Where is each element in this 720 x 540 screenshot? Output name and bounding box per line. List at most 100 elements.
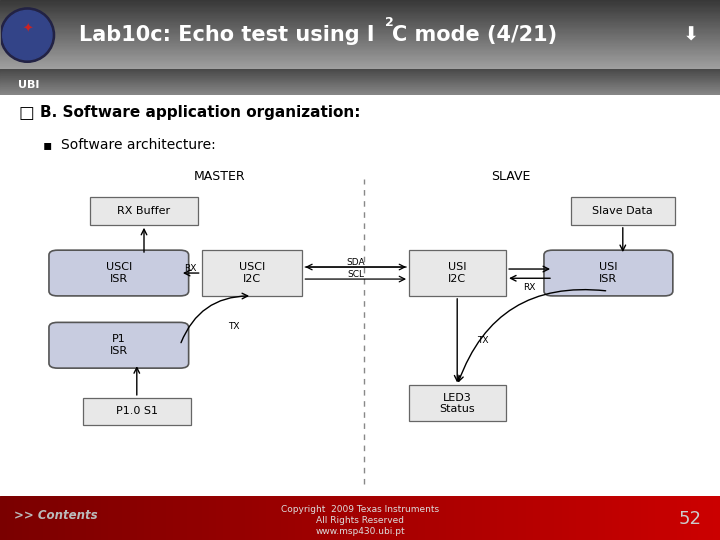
Bar (0, 71, 720, 72)
Bar (684, 496, 691, 540)
Text: UBI: UBI (18, 80, 40, 90)
Bar (490, 496, 497, 540)
Bar (0, 87, 720, 88)
Bar (425, 496, 432, 540)
Text: Copyright  2009 Texas Instruments: Copyright 2009 Texas Instruments (281, 505, 439, 515)
Bar (317, 496, 324, 540)
Text: USCI
I2C: USCI I2C (239, 262, 265, 284)
Bar (418, 496, 425, 540)
Text: 52: 52 (679, 510, 702, 528)
Bar (0, 31, 720, 33)
Bar (0, 37, 720, 39)
Bar (374, 496, 382, 540)
Bar (0, 8, 720, 9)
Bar (0, 81, 720, 82)
Bar (619, 496, 626, 540)
Bar (0, 33, 720, 34)
Bar (706, 496, 713, 540)
Bar (713, 496, 720, 540)
Bar (29, 496, 36, 540)
Bar (0, 84, 720, 85)
Bar (670, 496, 677, 540)
Bar (396, 496, 403, 540)
FancyBboxPatch shape (571, 197, 675, 225)
Circle shape (0, 8, 55, 62)
Bar (310, 496, 317, 540)
Bar (367, 496, 374, 540)
Bar (533, 496, 540, 540)
Text: USI
ISR: USI ISR (599, 262, 618, 284)
Bar (238, 496, 245, 540)
FancyBboxPatch shape (202, 250, 302, 296)
Bar (137, 496, 144, 540)
Bar (0, 18, 720, 19)
Bar (0, 80, 720, 81)
Bar (79, 496, 86, 540)
Bar (648, 496, 655, 540)
Bar (540, 496, 547, 540)
Bar (0, 57, 720, 58)
Bar (0, 0, 720, 1)
Bar (504, 496, 511, 540)
Bar (0, 56, 720, 57)
Bar (0, 30, 720, 31)
Text: TX: TX (228, 322, 240, 331)
Text: P1
ISR: P1 ISR (109, 334, 128, 356)
Text: P1.0 S1: P1.0 S1 (116, 407, 158, 416)
Bar (454, 496, 461, 540)
Text: □: □ (18, 104, 34, 122)
Bar (0, 38, 720, 40)
Bar (403, 496, 410, 540)
Bar (0, 65, 720, 66)
Bar (0, 35, 720, 36)
FancyBboxPatch shape (544, 250, 672, 296)
Text: USCI
ISR: USCI ISR (106, 262, 132, 284)
Bar (180, 496, 187, 540)
FancyBboxPatch shape (49, 250, 189, 296)
Bar (497, 496, 504, 540)
Bar (0, 41, 720, 42)
Bar (0, 21, 720, 22)
Bar (0, 36, 720, 37)
Bar (346, 496, 353, 540)
Text: 2: 2 (385, 16, 394, 29)
Bar (0, 7, 720, 8)
Text: ⬇: ⬇ (683, 25, 699, 45)
Bar (432, 496, 439, 540)
Bar (223, 496, 230, 540)
Bar (122, 496, 130, 540)
Bar (194, 496, 202, 540)
Bar (266, 496, 274, 540)
Bar (0, 3, 720, 5)
Bar (576, 496, 583, 540)
Bar (0, 55, 720, 56)
Bar (0, 496, 7, 540)
Bar (158, 496, 166, 540)
Bar (36, 496, 43, 540)
Bar (698, 496, 706, 540)
Bar (0, 61, 720, 62)
Bar (14, 496, 22, 540)
Bar (0, 16, 720, 17)
Bar (0, 34, 720, 35)
Circle shape (3, 10, 52, 60)
Bar (115, 496, 122, 540)
Bar (0, 85, 720, 86)
Bar (482, 496, 490, 540)
Bar (0, 93, 720, 94)
Bar (475, 496, 482, 540)
Bar (511, 496, 518, 540)
Bar (65, 496, 72, 540)
Bar (151, 496, 158, 540)
Bar (0, 90, 720, 91)
Text: TX: TX (477, 336, 488, 345)
Bar (0, 26, 720, 27)
Bar (216, 496, 223, 540)
Bar (0, 27, 720, 28)
Bar (0, 66, 720, 68)
Bar (0, 14, 720, 15)
Bar (410, 496, 418, 540)
Bar (22, 496, 29, 540)
Bar (0, 29, 720, 30)
Bar (598, 496, 605, 540)
